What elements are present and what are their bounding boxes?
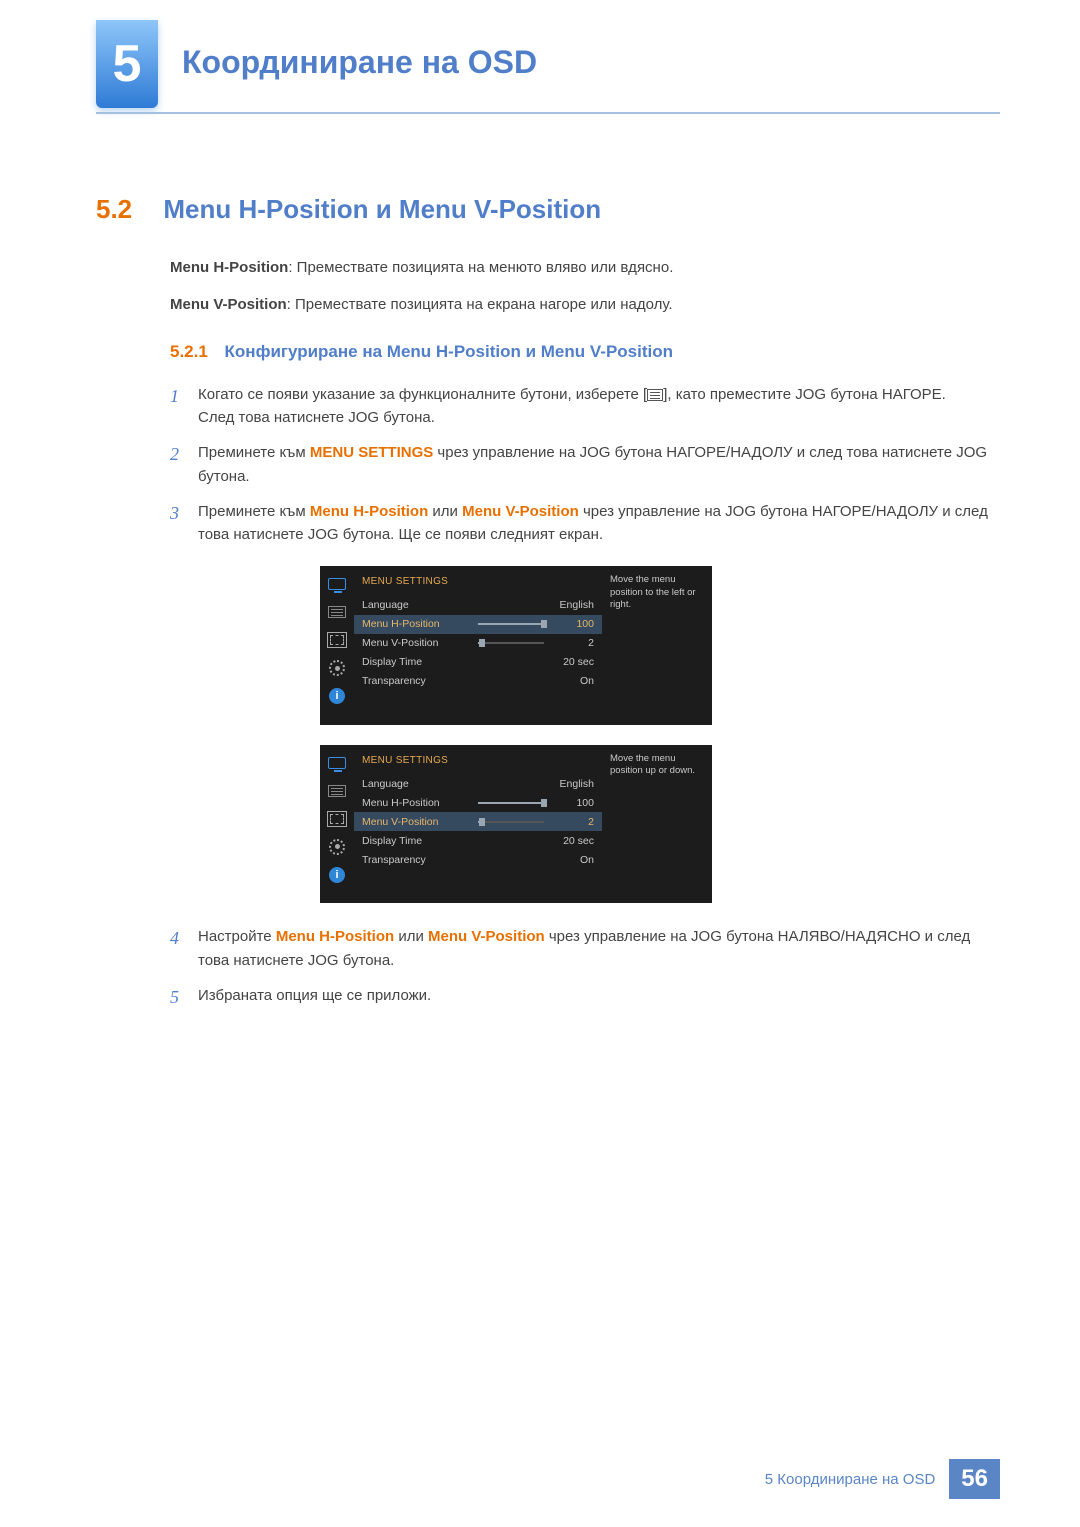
osd-panel-v: i MENU SETTINGS Language English Menu H-… [320, 745, 712, 904]
subsection-heading: 5.2.1 Конфигуриране на Menu H-Position и… [170, 339, 990, 365]
osd-icon-strip: i [320, 745, 354, 904]
step-number: 2 [170, 441, 198, 488]
osd-label: Menu H-Position [362, 616, 472, 632]
osd-panel-h: i MENU SETTINGS Language English Menu H-… [320, 566, 712, 725]
size-icon [326, 811, 348, 827]
section-title: Menu H-Position и Menu V-Position [163, 194, 601, 224]
osd-help-text: Move the menu position to the left or ri… [602, 566, 712, 725]
osd-row-hpos[interactable]: Menu H-Position 100 [354, 793, 602, 812]
osd-value: 2 [550, 635, 594, 651]
osd-menu: MENU SETTINGS Language English Menu H-Po… [354, 745, 602, 904]
osd-value: 100 [550, 795, 594, 811]
osd-row-language[interactable]: Language English [354, 596, 602, 615]
step-text: Когато се появи указание за функционални… [198, 383, 990, 430]
step-text: Настройте Menu H-Position или Menu V-Pos… [198, 925, 990, 972]
page-number-badge: 56 [949, 1459, 1000, 1499]
osd-row-language[interactable]: Language English [354, 774, 602, 793]
osd-row-vpos[interactable]: Menu V-Position 2 [354, 634, 602, 653]
gear-icon [326, 660, 348, 676]
step-2a: Преминете към [198, 444, 310, 461]
step-text: Избраната опция ще се приложи. [198, 984, 990, 1012]
step-number: 4 [170, 925, 198, 972]
osd-slider[interactable] [478, 639, 544, 647]
info-icon: i [326, 867, 348, 883]
osd-value: 100 [550, 616, 594, 632]
step-4or: или [394, 928, 428, 945]
intro-h: Menu H-Position: Премествате позицията н… [170, 256, 990, 279]
subsection-title: Конфигуриране на Menu H-Position и Menu … [225, 342, 673, 361]
step-1a: Когато се появи указание за функционални… [198, 386, 647, 403]
size-icon [326, 632, 348, 648]
section-heading: 5.2 Menu H-Position и Menu V-Position [96, 194, 601, 225]
osd-row-dtime[interactable]: Display Time 20 sec [354, 831, 602, 850]
menu-icon [647, 389, 663, 401]
step-number: 1 [170, 383, 198, 430]
subsection-number: 5.2.1 [170, 342, 208, 361]
list-icon [326, 604, 348, 620]
osd-value: On [550, 852, 594, 868]
step-number: 5 [170, 984, 198, 1012]
info-icon: i [326, 688, 348, 704]
intro-v-label: Menu V-Position [170, 296, 287, 313]
intro-h-label: Menu H-Position [170, 259, 288, 276]
page-footer: 5 Координиране на OSD 56 [0, 1459, 1080, 1499]
steps-list-cont: 4 Настройте Menu H-Position или Menu V-P… [170, 925, 990, 1011]
step-1b: ], като преместите JOG бутона НАГОРЕ. [663, 386, 946, 403]
step-3a: Преминете към [198, 503, 310, 520]
osd-label: Menu V-Position [362, 635, 472, 651]
osd-value: 20 sec [550, 833, 594, 849]
osd-row-vpos-selected[interactable]: Menu V-Position 2 [354, 812, 602, 831]
osd-slider[interactable] [478, 818, 544, 826]
osd-label: Language [362, 776, 472, 792]
step-3v: Menu V-Position [462, 503, 579, 520]
osd-row-dtime[interactable]: Display Time 20 sec [354, 653, 602, 672]
osd-header: MENU SETTINGS [354, 745, 602, 775]
osd-help-text: Move the menu position up or down. [602, 745, 712, 904]
osd-row-hpos-selected[interactable]: Menu H-Position 100 [354, 615, 602, 634]
osd-value: English [550, 776, 594, 792]
osd-label: Transparency [362, 852, 472, 868]
osd-label: Transparency [362, 673, 472, 689]
step-3h: Menu H-Position [310, 503, 428, 520]
osd-label: Display Time [362, 833, 472, 849]
osd-label: Display Time [362, 654, 472, 670]
step-text: Преминете към Menu H-Position или Menu V… [198, 500, 990, 547]
intro-v: Menu V-Position: Премествате позицията н… [170, 293, 990, 316]
step-4a: Настройте [198, 928, 276, 945]
step-4h: Menu H-Position [276, 928, 394, 945]
step-2-menu: MENU SETTINGS [310, 444, 433, 461]
monitor-icon [326, 755, 348, 771]
step-1c: След това натиснете JOG бутона. [198, 409, 435, 426]
chapter-rule [96, 112, 1000, 114]
step-3or: или [428, 503, 462, 520]
step-4v: Menu V-Position [428, 928, 545, 945]
osd-value: On [550, 673, 594, 689]
footer-chapter-ref: 5 Координиране на OSD [765, 1471, 936, 1488]
osd-label: Menu H-Position [362, 795, 472, 811]
osd-slider[interactable] [478, 799, 544, 807]
step-number: 3 [170, 500, 198, 547]
osd-header: MENU SETTINGS [354, 566, 602, 596]
osd-value: 2 [550, 814, 594, 830]
intro-h-text: : Премествате позицията на менюто вляво … [288, 259, 673, 276]
list-icon [326, 783, 348, 799]
osd-slider[interactable] [478, 620, 544, 628]
osd-icon-strip: i [320, 566, 354, 725]
osd-label: Menu V-Position [362, 814, 472, 830]
intro-v-text: : Премествате позицията на екрана нагоре… [287, 296, 673, 313]
gear-icon [326, 839, 348, 855]
chapter-title: Координиране на OSD [182, 44, 537, 81]
osd-screenshots: i MENU SETTINGS Language English Menu H-… [320, 566, 990, 903]
osd-row-transp[interactable]: Transparency On [354, 850, 602, 869]
steps-list: 1 Когато се появи указание за функционал… [170, 383, 990, 547]
monitor-icon [326, 576, 348, 592]
step-text: Преминете към MENU SETTINGS чрез управле… [198, 441, 990, 488]
section-number: 5.2 [96, 194, 132, 224]
osd-value: 20 sec [550, 654, 594, 670]
chapter-number-badge: 5 [96, 20, 158, 108]
osd-row-transp[interactable]: Transparency On [354, 672, 602, 691]
osd-menu: MENU SETTINGS Language English Menu H-Po… [354, 566, 602, 725]
osd-label: Language [362, 597, 472, 613]
osd-value: English [550, 597, 594, 613]
